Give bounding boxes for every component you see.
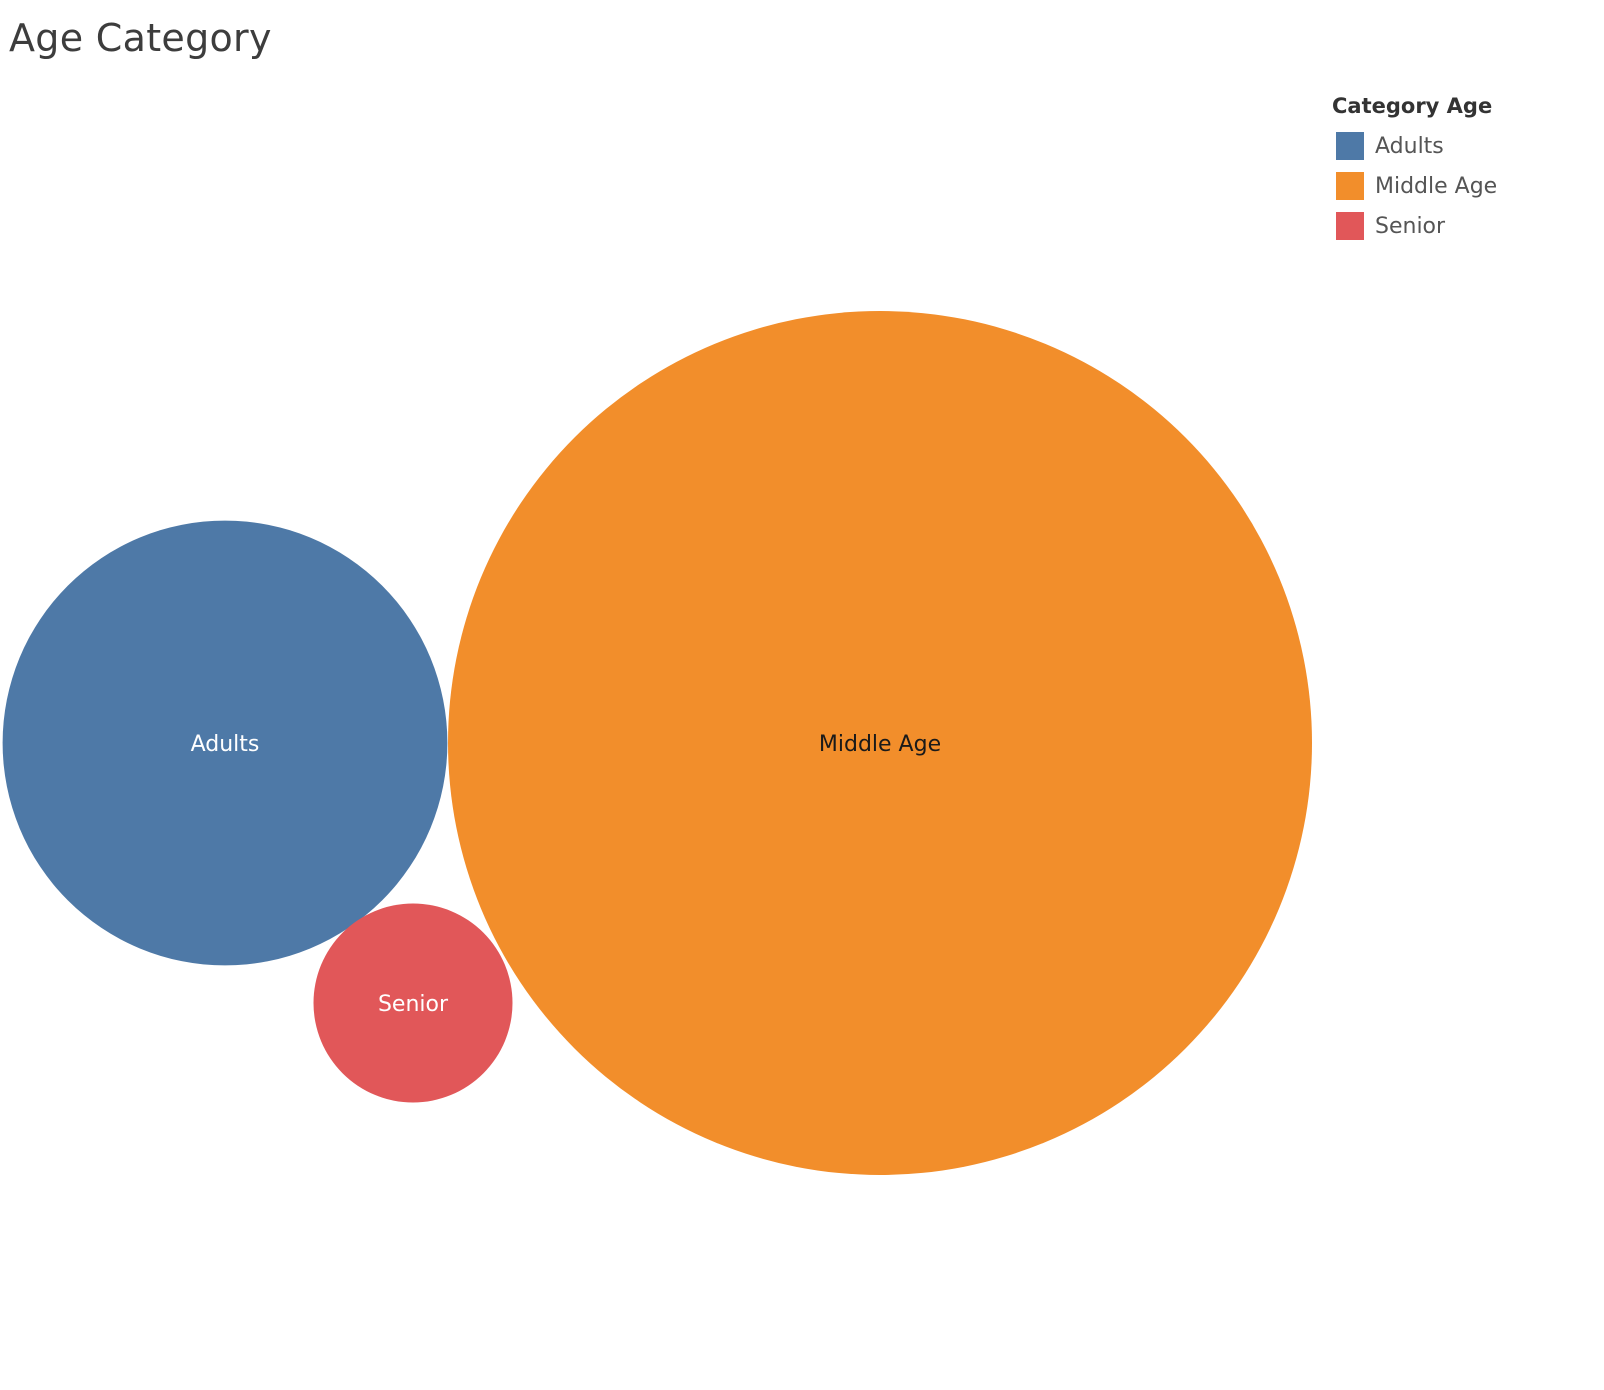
chart-title: Age Category xyxy=(9,16,272,60)
legend-title: Category Age xyxy=(1332,94,1493,118)
legend-swatch-adults xyxy=(1336,132,1364,160)
legend: Category Age Adults Middle Age Senior xyxy=(1332,94,1572,246)
bubble-senior[interactable] xyxy=(313,903,513,1103)
bubble-adults[interactable] xyxy=(2,520,448,966)
legend-swatch-senior xyxy=(1336,212,1364,240)
legend-item-middle-age[interactable]: Middle Age xyxy=(1336,166,1572,206)
legend-label-senior: Senior xyxy=(1375,213,1446,239)
legend-item-adults[interactable]: Adults xyxy=(1336,126,1572,166)
bubble-label-senior: Senior xyxy=(378,992,449,1017)
legend-item-senior[interactable]: Senior xyxy=(1336,206,1572,246)
legend-label-middle-age: Middle Age xyxy=(1375,173,1498,199)
bubble-label-adults: Adults xyxy=(191,732,260,757)
bubble-middle-age[interactable] xyxy=(448,311,1312,1175)
legend-swatch-middle-age xyxy=(1336,172,1364,200)
bubble-label-middle-age: Middle Age xyxy=(819,732,941,757)
legend-label-adults: Adults xyxy=(1375,133,1444,159)
